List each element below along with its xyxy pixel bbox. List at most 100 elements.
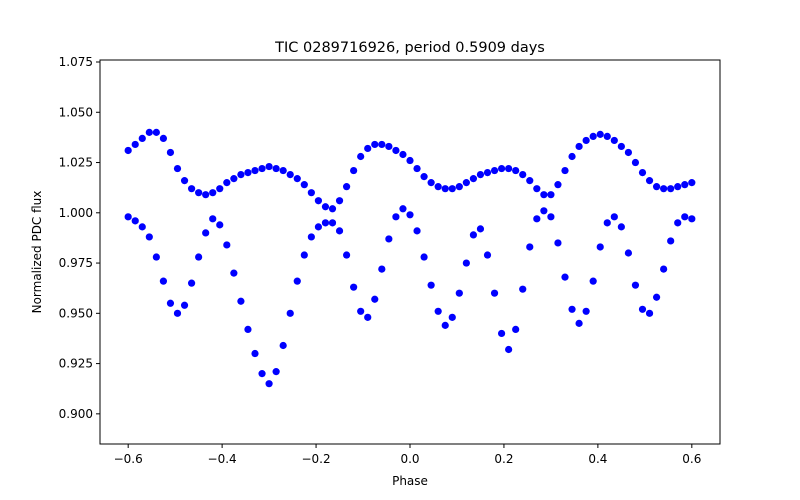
data-point bbox=[589, 132, 597, 140]
data-point bbox=[413, 164, 421, 173]
data-point bbox=[265, 162, 273, 171]
chart-title: TIC 0289716926, period 0.5909 days bbox=[274, 40, 545, 56]
data-point bbox=[314, 223, 323, 231]
data-point bbox=[131, 217, 139, 225]
data-point bbox=[688, 179, 696, 187]
data-point bbox=[342, 183, 351, 191]
data-point bbox=[645, 309, 654, 317]
data-point bbox=[209, 189, 217, 197]
data-point bbox=[660, 185, 668, 193]
data-point bbox=[512, 166, 520, 175]
data-point bbox=[371, 295, 379, 303]
y-tick-label: 0.950 bbox=[59, 306, 93, 320]
data-point bbox=[230, 269, 238, 277]
data-point bbox=[652, 183, 661, 191]
data-point bbox=[589, 277, 597, 285]
data-point bbox=[187, 279, 196, 287]
data-point bbox=[554, 181, 562, 189]
data-point bbox=[166, 148, 175, 157]
data-point bbox=[244, 168, 252, 177]
data-point bbox=[674, 219, 682, 227]
data-point bbox=[385, 142, 393, 151]
data-point bbox=[180, 301, 189, 309]
data-point bbox=[554, 239, 562, 247]
data-point bbox=[272, 368, 280, 376]
data-point bbox=[159, 277, 168, 285]
data-point bbox=[688, 215, 696, 223]
data-point bbox=[272, 164, 280, 173]
data-point bbox=[645, 177, 654, 185]
data-point bbox=[561, 273, 569, 281]
x-tick-label: 0.4 bbox=[588, 452, 607, 466]
data-point bbox=[547, 213, 555, 221]
data-point bbox=[187, 185, 196, 193]
y-axis-label: Normalized PDC flux bbox=[30, 191, 44, 314]
data-point bbox=[279, 166, 287, 175]
data-point bbox=[610, 136, 618, 145]
data-point bbox=[406, 156, 414, 165]
data-point bbox=[293, 277, 301, 285]
data-point bbox=[159, 134, 168, 143]
data-point bbox=[385, 235, 393, 243]
data-point bbox=[603, 219, 611, 227]
data-point bbox=[216, 221, 224, 229]
data-point bbox=[300, 181, 308, 189]
data-point bbox=[406, 211, 414, 219]
data-point bbox=[350, 283, 358, 291]
data-point bbox=[681, 181, 689, 189]
data-point bbox=[364, 144, 372, 153]
data-point bbox=[490, 289, 499, 297]
y-tick-label: 0.975 bbox=[59, 256, 93, 270]
data-point bbox=[476, 171, 485, 179]
data-point bbox=[371, 140, 379, 149]
data-point bbox=[152, 128, 160, 136]
data-point bbox=[293, 175, 301, 183]
data-point bbox=[307, 233, 315, 241]
data-point bbox=[483, 251, 492, 259]
data-point bbox=[138, 223, 146, 231]
data-point bbox=[321, 219, 330, 227]
data-point bbox=[173, 309, 182, 317]
x-tick-label: 0.2 bbox=[494, 452, 513, 466]
data-point bbox=[462, 179, 470, 187]
data-point bbox=[152, 253, 160, 261]
data-point bbox=[462, 259, 470, 267]
data-point bbox=[617, 142, 625, 151]
data-point bbox=[582, 136, 590, 145]
data-point bbox=[568, 305, 576, 313]
data-point bbox=[258, 370, 266, 378]
data-point bbox=[392, 146, 400, 155]
data-point bbox=[328, 219, 337, 227]
data-point bbox=[286, 309, 294, 317]
data-point bbox=[328, 205, 337, 213]
data-point bbox=[124, 213, 132, 221]
data-point bbox=[455, 183, 463, 191]
data-point bbox=[335, 227, 344, 235]
data-point bbox=[258, 164, 266, 173]
data-point bbox=[145, 233, 153, 241]
data-point bbox=[638, 168, 647, 177]
data-point bbox=[244, 325, 252, 333]
data-point bbox=[476, 225, 485, 233]
data-point bbox=[547, 191, 555, 199]
data-point bbox=[490, 166, 499, 175]
data-point bbox=[364, 313, 372, 321]
data-point bbox=[681, 213, 689, 221]
data-point bbox=[195, 189, 203, 197]
x-tick-label: 0.0 bbox=[400, 452, 419, 466]
data-point bbox=[131, 140, 139, 149]
data-point bbox=[145, 128, 153, 136]
data-point bbox=[251, 349, 259, 358]
data-point bbox=[667, 237, 675, 245]
data-point bbox=[617, 223, 625, 231]
data-point bbox=[469, 231, 478, 239]
data-point bbox=[279, 341, 287, 350]
x-axis-label: Phase bbox=[392, 474, 428, 488]
data-point bbox=[533, 215, 541, 223]
y-tick-label: 0.925 bbox=[59, 357, 93, 371]
data-point bbox=[505, 164, 513, 173]
data-point bbox=[300, 251, 308, 259]
data-point bbox=[392, 213, 400, 221]
data-point bbox=[434, 307, 442, 315]
